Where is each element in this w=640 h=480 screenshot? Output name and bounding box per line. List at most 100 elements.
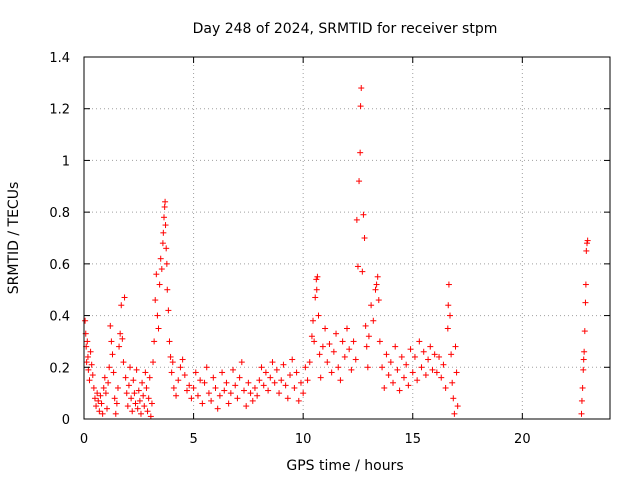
data-point bbox=[276, 390, 283, 397]
data-point bbox=[94, 390, 101, 397]
data-point bbox=[91, 395, 98, 402]
data-point bbox=[106, 364, 113, 371]
data-point bbox=[372, 286, 379, 293]
data-point bbox=[313, 286, 320, 293]
data-point bbox=[105, 379, 112, 386]
data-point bbox=[139, 379, 146, 386]
data-point bbox=[89, 372, 96, 379]
data-point bbox=[143, 384, 150, 391]
data-point bbox=[445, 281, 452, 288]
data-point bbox=[110, 369, 117, 376]
data-point bbox=[278, 377, 285, 384]
data-point bbox=[85, 366, 92, 373]
data-point bbox=[337, 377, 344, 384]
data-point bbox=[348, 366, 355, 373]
data-point bbox=[163, 260, 170, 267]
data-point bbox=[440, 361, 447, 368]
data-point bbox=[223, 379, 230, 386]
data-point bbox=[84, 353, 91, 360]
data-point bbox=[314, 273, 321, 280]
data-point bbox=[418, 364, 425, 371]
data-point bbox=[358, 85, 365, 92]
data-point bbox=[83, 359, 90, 366]
data-point bbox=[442, 384, 449, 391]
data-point bbox=[284, 395, 291, 402]
data-point bbox=[214, 405, 221, 412]
data-point bbox=[578, 397, 585, 404]
data-point bbox=[330, 348, 337, 355]
data-point bbox=[88, 361, 95, 368]
data-point bbox=[316, 351, 323, 358]
data-point bbox=[291, 384, 298, 391]
data-point bbox=[315, 312, 322, 319]
x-tick-label: 5 bbox=[189, 432, 197, 447]
data-point bbox=[148, 400, 155, 407]
data-point bbox=[212, 384, 219, 391]
data-point bbox=[312, 294, 319, 301]
data-point bbox=[101, 374, 108, 381]
data-point bbox=[114, 384, 121, 391]
data-point bbox=[436, 353, 443, 360]
plot-frame bbox=[83, 56, 611, 420]
data-point bbox=[396, 387, 403, 394]
data-point bbox=[444, 325, 451, 332]
data-point bbox=[256, 377, 263, 384]
data-point bbox=[452, 343, 459, 350]
data-point bbox=[370, 317, 377, 324]
data-point bbox=[117, 330, 124, 337]
data-point bbox=[186, 382, 193, 389]
data-point bbox=[304, 377, 311, 384]
x-tick-label: 10 bbox=[295, 432, 312, 447]
data-point bbox=[181, 372, 188, 379]
x-axis-label: GPS time / hours bbox=[286, 458, 403, 474]
x-tick-label: 0 bbox=[80, 432, 88, 447]
data-point bbox=[141, 403, 148, 410]
data-point bbox=[251, 384, 258, 391]
y-tick-label: 1 bbox=[62, 154, 70, 169]
data-point bbox=[260, 382, 267, 389]
data-point bbox=[160, 229, 167, 236]
data-point bbox=[319, 343, 326, 350]
data-point bbox=[387, 359, 394, 366]
data-point bbox=[302, 364, 309, 371]
data-point bbox=[125, 382, 132, 389]
data-point bbox=[136, 397, 143, 404]
data-point bbox=[249, 397, 256, 404]
data-point bbox=[111, 395, 118, 402]
data-point bbox=[134, 405, 141, 412]
data-point bbox=[146, 374, 153, 381]
data-point bbox=[194, 392, 201, 399]
data-point bbox=[335, 364, 342, 371]
data-point bbox=[205, 390, 212, 397]
data-point bbox=[310, 317, 317, 324]
data-point bbox=[159, 240, 166, 247]
data-point bbox=[155, 325, 162, 332]
data-point bbox=[100, 384, 107, 391]
data-point bbox=[234, 395, 241, 402]
data-point bbox=[127, 364, 134, 371]
data-point bbox=[433, 369, 440, 376]
y-tick-label: 1.4 bbox=[49, 51, 70, 66]
data-point bbox=[129, 408, 136, 415]
data-point bbox=[82, 317, 89, 324]
data-point bbox=[308, 333, 315, 340]
data-point bbox=[144, 408, 151, 415]
data-point bbox=[400, 374, 407, 381]
tick-layer: 0 0.2 0.4 0.6 0.8 1 1.2 1.4 0 5 10 15 20 bbox=[49, 51, 610, 447]
data-point bbox=[166, 338, 173, 345]
data-point bbox=[247, 390, 254, 397]
data-point bbox=[333, 330, 340, 337]
data-point bbox=[390, 379, 397, 386]
data-point bbox=[376, 338, 383, 345]
data-point bbox=[188, 395, 195, 402]
data-point bbox=[411, 353, 418, 360]
data-point bbox=[353, 216, 360, 223]
data-point bbox=[130, 377, 137, 384]
data-point bbox=[394, 366, 401, 373]
data-point bbox=[322, 325, 329, 332]
data-point bbox=[583, 240, 590, 247]
data-point bbox=[429, 366, 436, 373]
data-point bbox=[168, 369, 175, 376]
